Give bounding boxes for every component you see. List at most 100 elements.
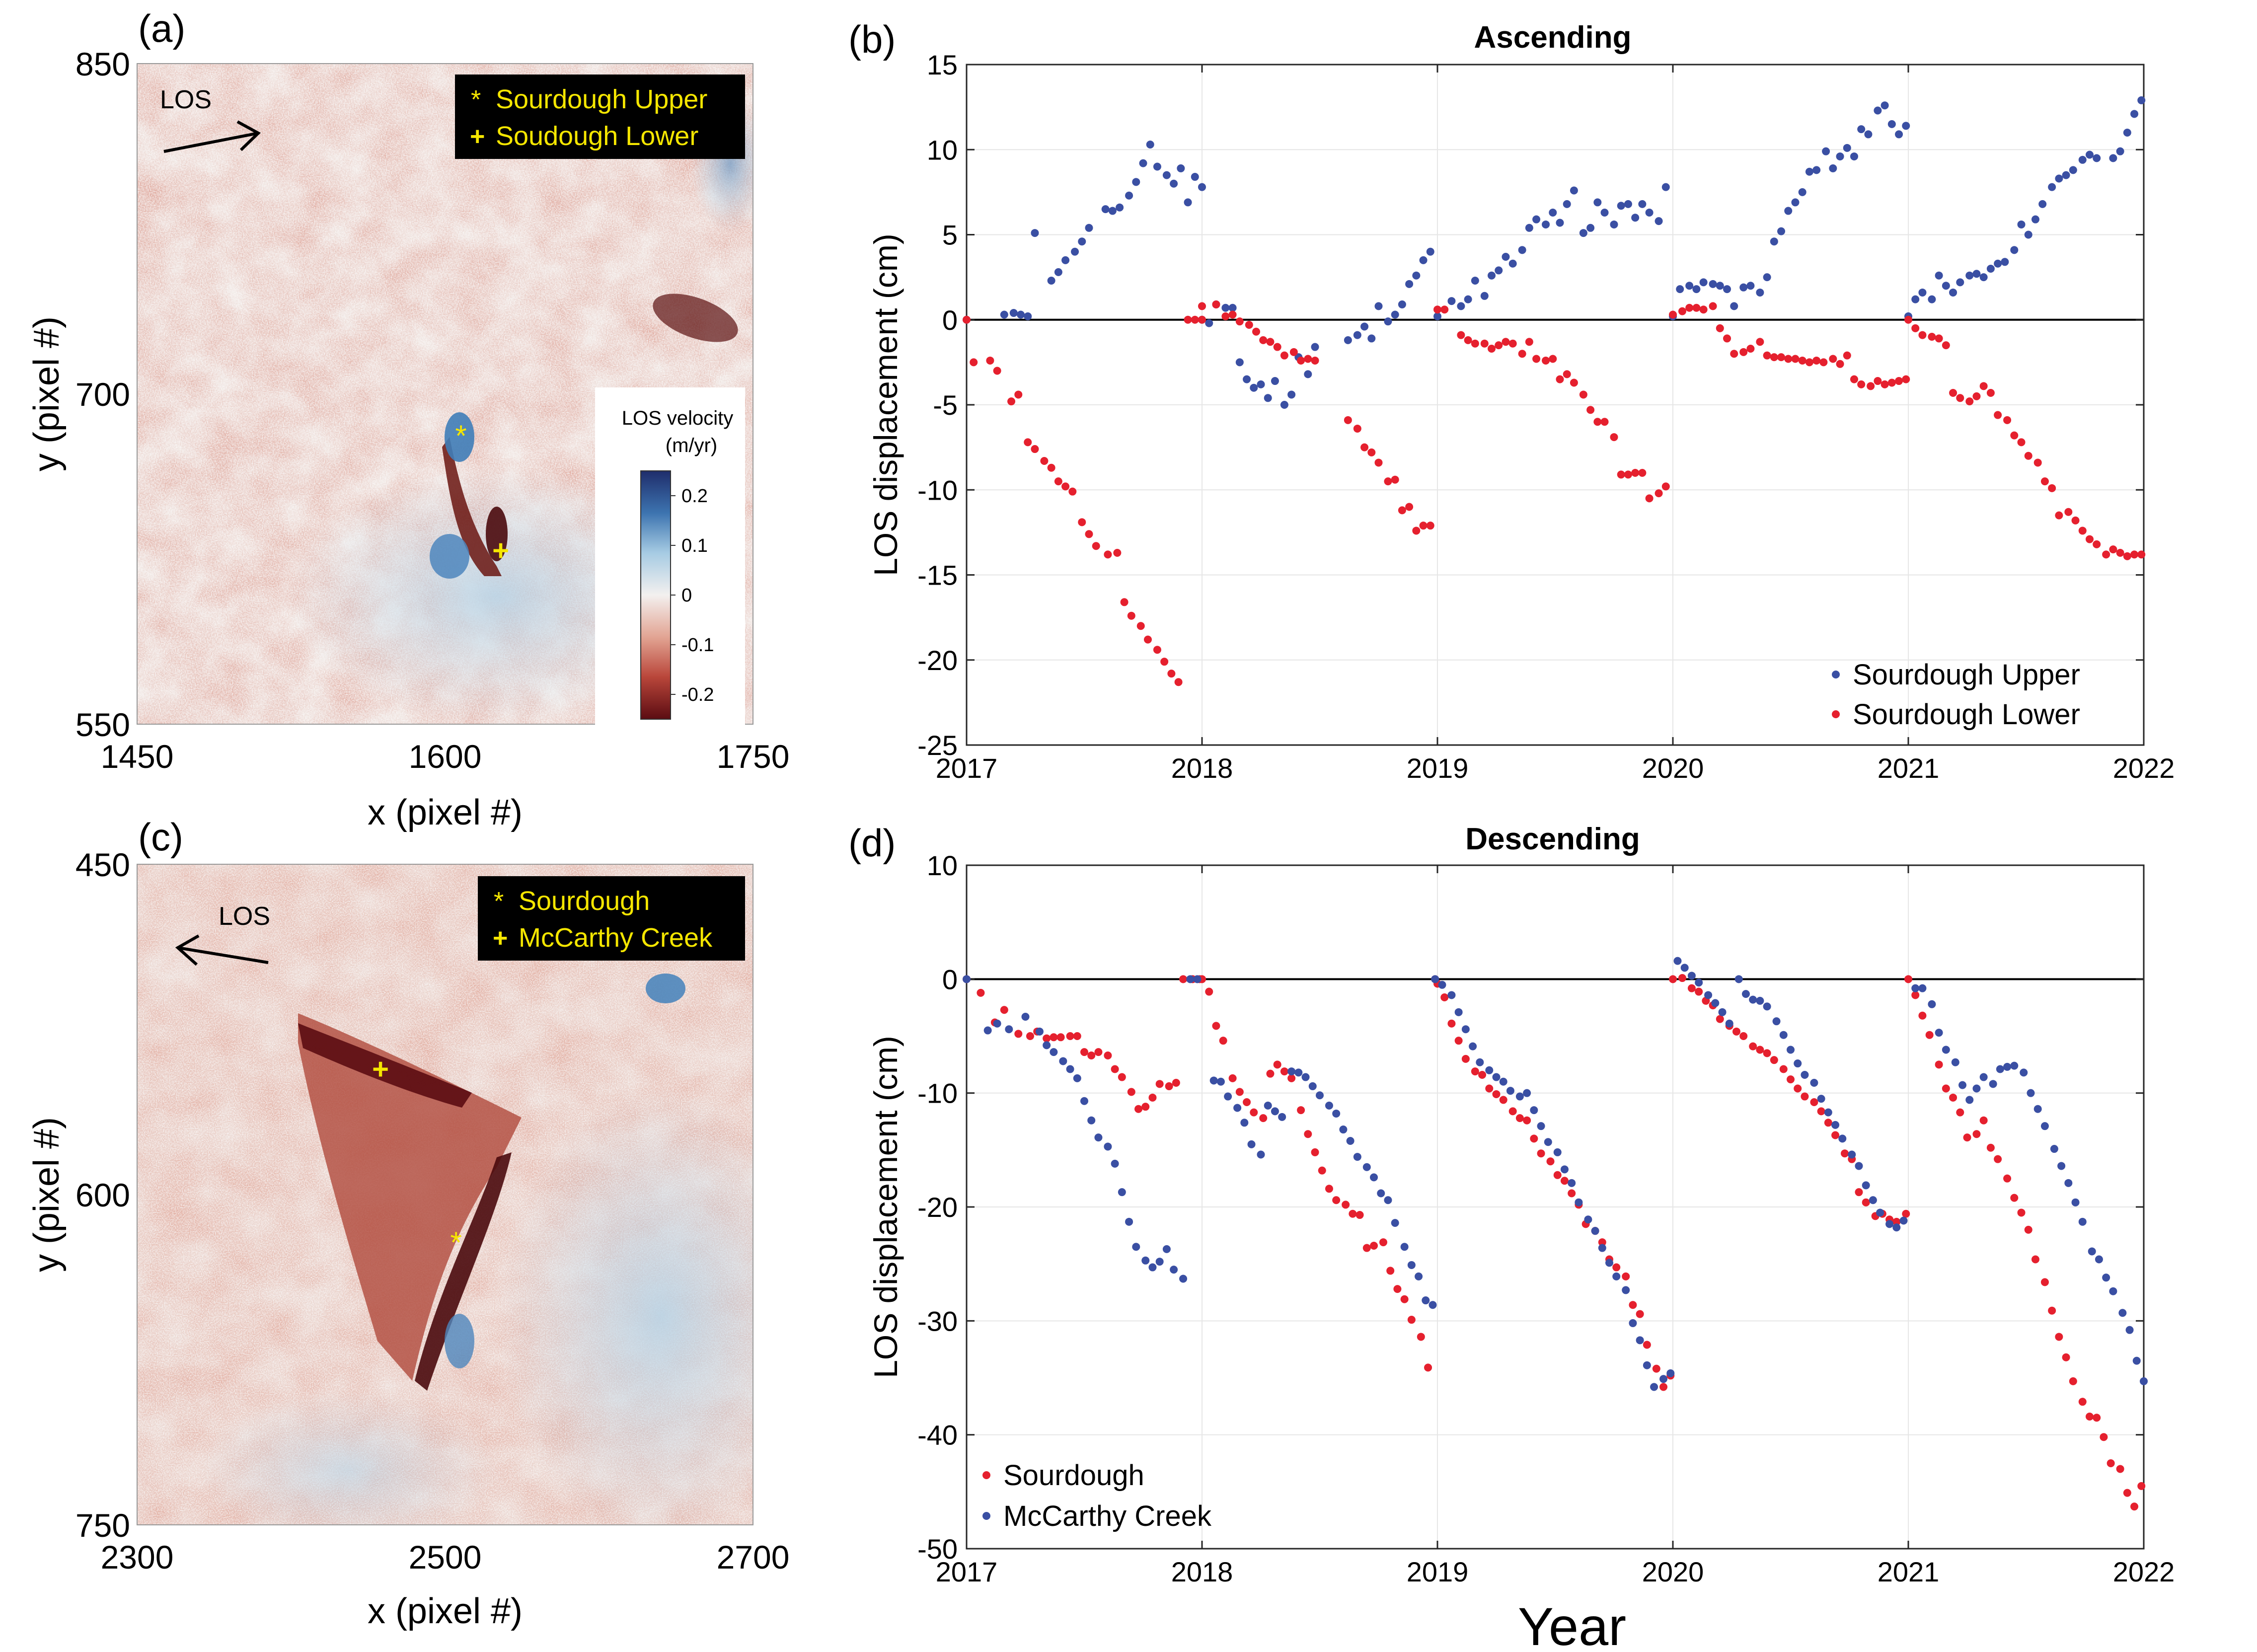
chart-d-series-0-point	[1118, 1073, 1126, 1081]
chart-d-series-0-point	[1749, 1042, 1757, 1051]
chart-b-series-0-point	[1205, 319, 1213, 327]
chart-b-series-0-point	[1638, 200, 1647, 208]
chart-b-series-1-point	[1805, 358, 1813, 367]
chart-b-series-0-point	[1139, 159, 1147, 167]
chart-d-series-0-point	[1824, 1119, 1832, 1127]
chart-d-series-1-point	[993, 1019, 1001, 1028]
chart-d-series-1-point	[2003, 1062, 2012, 1071]
chart-d-legend: Sourdough McCarthy Creek	[982, 1459, 1212, 1532]
chart-d-series-1-point	[1066, 1065, 1074, 1073]
chart-d-series-1-point	[1673, 957, 1682, 965]
legend-a-item-upper: Sourdough Upper	[496, 84, 707, 114]
colorbar-tick-label: 0.2	[681, 486, 708, 507]
chart-b-series-1-point	[1502, 338, 1510, 346]
chart-b-series-1-point	[1610, 433, 1618, 442]
chart-b-series-0-point	[1617, 202, 1625, 210]
chart-b-series-0-point	[1146, 140, 1154, 149]
chart-d-series-0-point	[1678, 974, 1686, 982]
chart-b-series-1-point	[1280, 351, 1288, 360]
chart-d-series-1-point	[2050, 1145, 2058, 1153]
sourdough-marker: *	[450, 1226, 461, 1259]
chart-b-series-1-point	[1235, 317, 1244, 326]
chart-b-series-1-point	[1542, 356, 1550, 365]
chart-b-series-0-point	[1250, 383, 1258, 392]
chart-b-series-0-point	[1746, 282, 1755, 290]
chart-d-series-1-point	[1415, 1272, 1423, 1280]
chart-b-series-0-point	[1367, 334, 1376, 343]
chart-b-series-1-point	[1777, 353, 1786, 362]
chart-b-series-0-point	[1024, 312, 1032, 320]
chart-d-series-1-point	[1240, 1119, 1249, 1127]
chart-d-series-0-point	[1508, 1107, 1517, 1116]
chart-b-series-0-point	[1791, 198, 1800, 207]
chart-b-series-0-point	[1556, 219, 1564, 227]
chart-b-series-0-point	[1887, 120, 1896, 128]
chart-b-series-0-point	[1942, 282, 1950, 290]
chart-b-series-1-point	[1994, 411, 2002, 419]
chart-b-series-1-point	[1014, 390, 1023, 399]
chart-d-series-0-point	[1817, 1107, 1825, 1116]
chart-b-series-1-point	[1221, 312, 1230, 320]
chart-d-series-0-point	[1417, 1333, 1425, 1341]
chart-b-series-0-point	[1716, 282, 1724, 290]
chart-b-series-1-point	[970, 358, 978, 367]
chart-b-series-1-point	[1979, 382, 1988, 390]
chart-b-series-1-point	[1405, 503, 1414, 511]
chart-d-series-0-point	[1994, 1155, 2002, 1163]
chart-b-series-0-point	[1153, 162, 1161, 171]
colorbar-title-1: LOS velocity	[622, 407, 734, 429]
chart-d-series-1-point	[1346, 1136, 1354, 1145]
chart-b-series-0-point	[1000, 310, 1008, 319]
panel-b-label: (b)	[848, 17, 896, 61]
chart-b-series-1-point	[1412, 526, 1421, 535]
chart-b-series-0-point	[2031, 215, 2039, 224]
chart-b-series-0-point	[1525, 224, 1533, 232]
chart-d-series-0-point	[2040, 1278, 2049, 1286]
chart-d-series-1-point	[1951, 1058, 1959, 1066]
panel-d-label: (d)	[848, 821, 896, 865]
chart-d-series-0-point	[1287, 1074, 1296, 1082]
chart-d-series-0-point	[1659, 1383, 1668, 1391]
chart-b-series-1-point	[1928, 333, 1936, 341]
chart-b-series-0-point	[1405, 280, 1414, 288]
chart-d-series-1-point	[1972, 1084, 1981, 1093]
chart-b-series-0-point	[1495, 266, 1503, 275]
chart-d-series-1-point	[1132, 1243, 1140, 1251]
chart-d-series-1-point	[1104, 1142, 1112, 1151]
chart-d-series-0-point	[1080, 1048, 1088, 1056]
chart-b-series-0-point	[1480, 292, 1489, 300]
chart-d-series-0-point	[1935, 1060, 1943, 1069]
chart-b-series-0-point	[1353, 331, 1361, 339]
chart-b-series-0-point	[1857, 125, 1866, 134]
chart-b-series-1-point	[2085, 535, 2094, 543]
chart-b-series-0-point	[1928, 295, 1936, 303]
chart-b-series-0-point	[1280, 401, 1288, 409]
chart-d-series-1-point	[1287, 1067, 1296, 1076]
chart-d-series-1-point	[1247, 1140, 1256, 1148]
chart-b-ytick-label: 0	[942, 304, 958, 336]
chart-b-series-0-point	[1542, 220, 1550, 228]
chart-b-title: Ascending	[1474, 20, 1632, 55]
chart-d-series-1-point	[1080, 1097, 1088, 1105]
chart-d-series-0-point	[2093, 1414, 2101, 1422]
legend-a-item-lower: Soudough Lower	[496, 121, 698, 151]
chart-b-series-1-point	[1730, 350, 1738, 358]
chart-b-series-0-point	[1655, 217, 1663, 225]
chart-d-series-0-point	[1127, 1088, 1135, 1096]
chart-b-series-1-point	[1685, 303, 1694, 312]
chart-b-xtick-label: 2020	[1642, 752, 1704, 784]
chart-d-series-1-point	[1476, 1058, 1484, 1066]
chart-b-series-1-point	[2048, 484, 2056, 492]
chart-b-series-1-point	[1812, 356, 1821, 365]
chart-d-series-0-point	[1386, 1267, 1395, 1275]
chart-b-series-1-point	[1426, 522, 1434, 530]
chart-d-series-0-point	[1349, 1209, 1357, 1218]
legend-d-item-mccarthy: McCarthy Creek	[1003, 1500, 1212, 1532]
chart-b-series-0-point	[1600, 208, 1609, 217]
chart-b-series-1-point	[1440, 305, 1449, 314]
chart-d-series-0-point	[1904, 975, 1912, 983]
chart-b-series-0-point	[1412, 271, 1421, 280]
chart-d-series-0-point	[1956, 1108, 1964, 1117]
chart-b-series-1-point	[1143, 635, 1152, 644]
chart-b-series-1-point	[2130, 550, 2139, 559]
